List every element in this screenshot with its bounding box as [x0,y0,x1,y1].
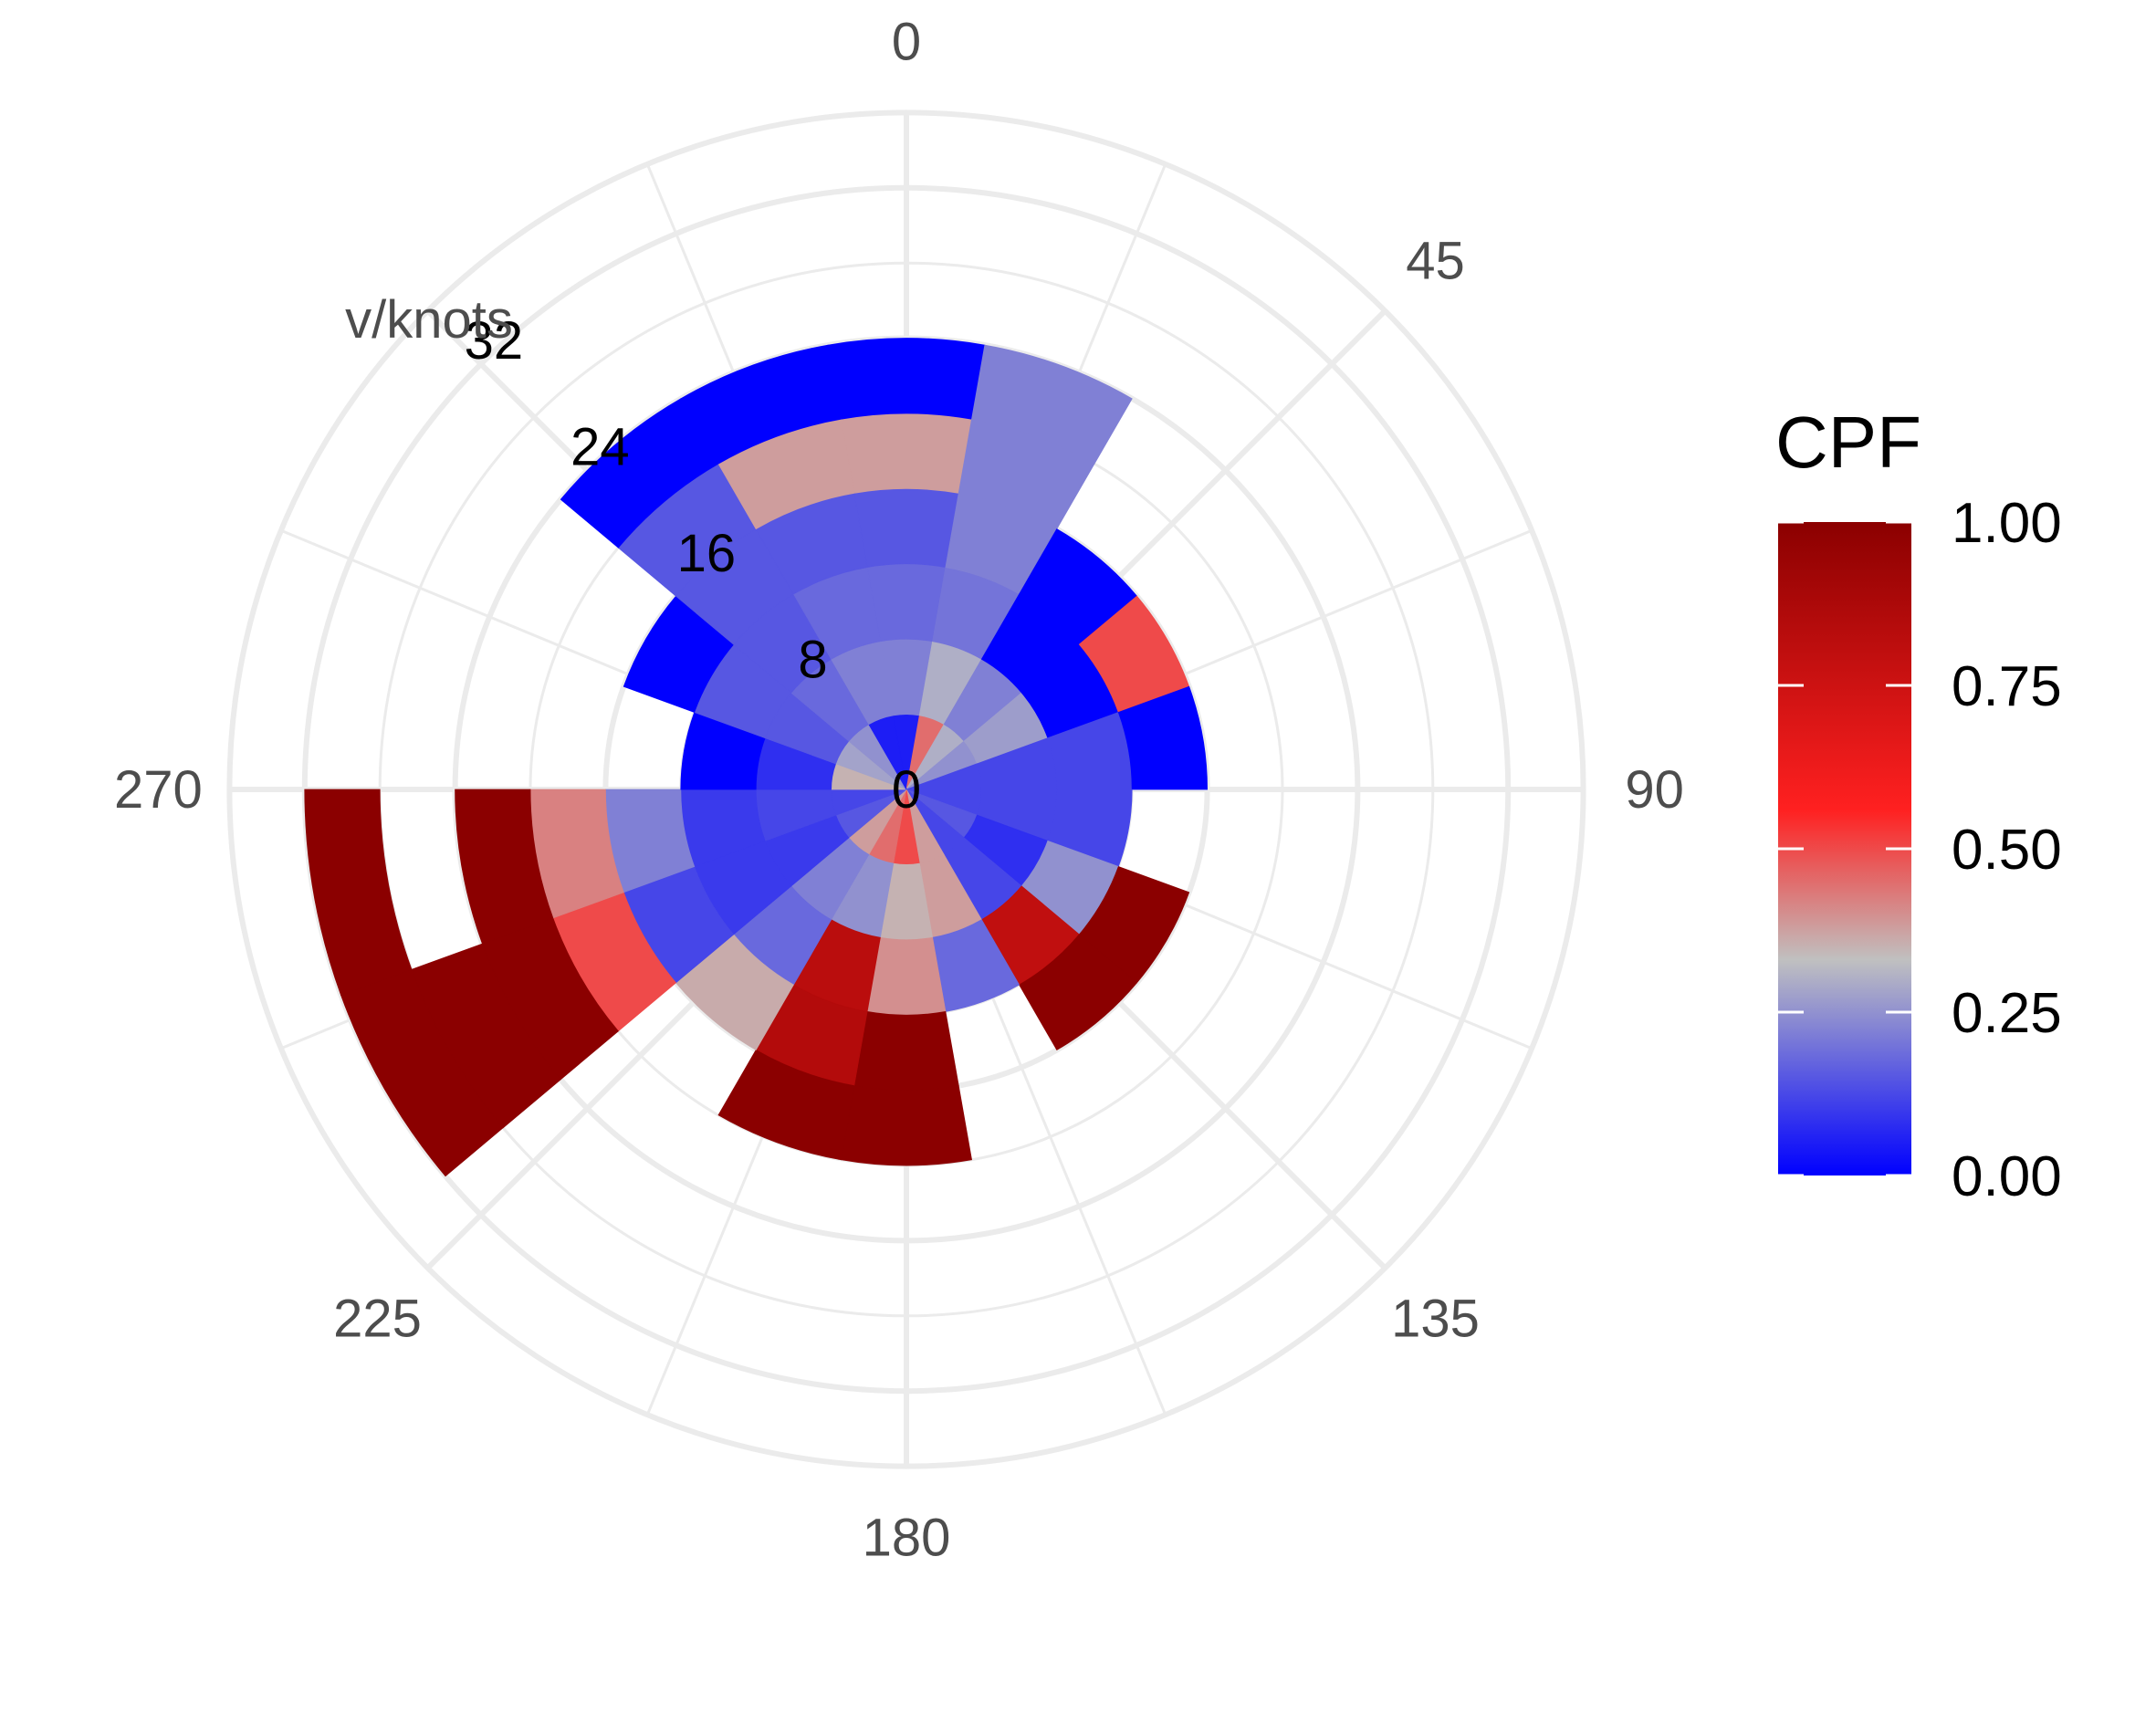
polar-cells [304,338,1209,1177]
direction-tick-label: 45 [1406,231,1465,290]
polar-cell [717,1049,855,1161]
direction-tick-label: 0 [892,12,921,71]
polar-cell [866,936,947,1016]
colorbar-tick-label: 0.50 [1952,819,2062,882]
speed-tick-label: 24 [570,417,630,476]
speed-tick-label: 32 [465,311,524,371]
polar-cell [827,338,986,420]
polar-cell [866,563,947,643]
direction-tick-label: 90 [1625,760,1684,820]
polar-cell [853,1010,959,1091]
colorbar-tick-label: 0.75 [1952,655,2062,718]
axis-labels: 0 45 90 135 180 225 270 0 8 16 24 32 [114,12,1684,1567]
colorbar-tick-label: 0.25 [1952,982,2062,1045]
polar-cell [971,344,1133,465]
colorbar-title: CPF [1775,402,1921,483]
polar-cell [840,1085,973,1166]
colorbar-tick-label: 1.00 [1952,492,2062,555]
polar-cell [840,413,973,494]
direction-tick-label: 270 [114,760,203,820]
speed-tick-label: 16 [677,524,737,583]
direction-tick-label: 225 [333,1290,422,1349]
polar-cell [1019,934,1138,1050]
r-axis-title: v/knots [345,290,513,350]
direction-tick-label: 180 [863,1509,951,1568]
direction-tick-label: 135 [1391,1290,1480,1349]
polar-cell [304,789,413,996]
polar-cell [680,344,842,465]
speed-tick-label: 0 [892,760,921,820]
polar-cell [853,488,959,569]
speed-tick-label: 8 [798,630,827,689]
polar-cell [1117,685,1209,790]
polar-cell [455,789,554,945]
colorbar-tick-label: 0.00 [1952,1145,2062,1208]
colorbar-legend: CPF 0.00 0.25 0.50 0.75 1.00 [1775,402,2062,1208]
